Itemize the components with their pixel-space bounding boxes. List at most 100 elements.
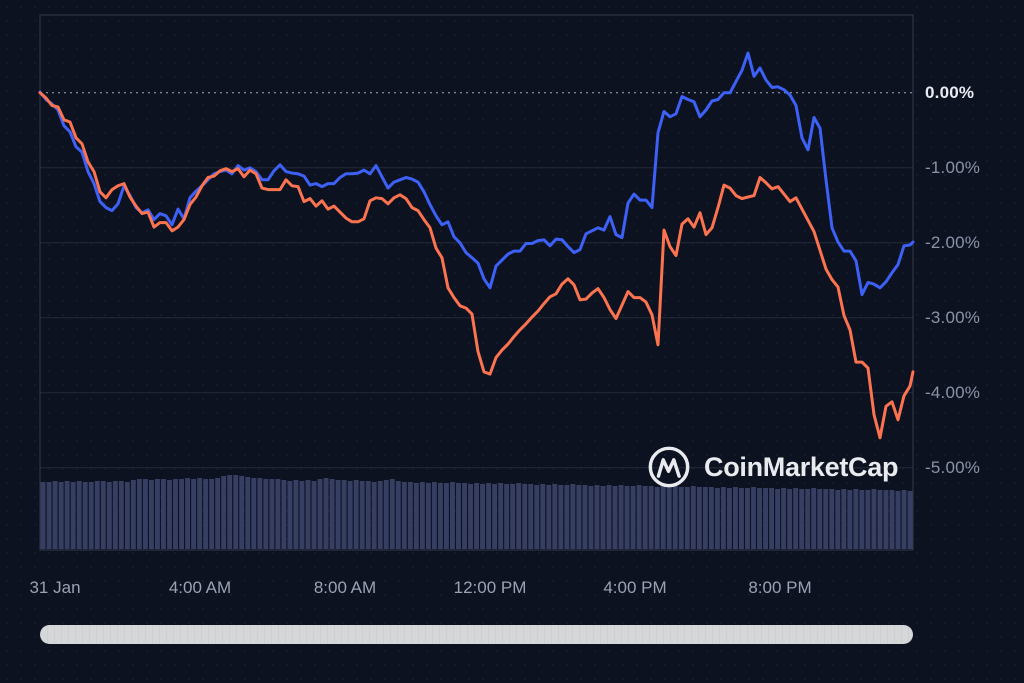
volume-bar — [558, 485, 564, 549]
volume-bar — [823, 489, 829, 549]
volume-bar — [46, 482, 52, 549]
volume-bar — [654, 487, 660, 549]
volume-bar — [191, 479, 197, 549]
volume-bar — [227, 475, 233, 549]
volume-bar — [672, 486, 678, 549]
volume-bar — [341, 480, 347, 549]
timeline-scrollbar[interactable] — [40, 625, 913, 644]
volume-bar — [130, 480, 136, 549]
volume-bar — [720, 487, 726, 549]
volume-bar — [781, 488, 787, 549]
volume-bar — [684, 487, 690, 549]
volume-bar — [112, 481, 118, 549]
volume-bar — [630, 486, 636, 549]
x-axis-label-5: 8:00 PM — [748, 578, 812, 597]
volume-bar — [907, 491, 913, 549]
volume-bar — [323, 478, 329, 549]
volume-bar — [167, 480, 172, 549]
volume-bar — [377, 481, 383, 549]
volume-bar — [540, 484, 546, 549]
volume-bar — [714, 488, 720, 549]
volume-bar — [901, 490, 907, 549]
volume-bar — [835, 490, 841, 549]
volume-bar — [443, 483, 449, 549]
volume-bar — [239, 476, 245, 549]
volume-bar — [185, 478, 191, 549]
volume-bar — [395, 481, 401, 549]
volume-bar — [335, 480, 341, 549]
volume-bar — [817, 489, 823, 549]
volume-bar — [197, 478, 203, 549]
volume-bar — [456, 483, 461, 549]
volume-bar — [281, 480, 287, 549]
volume-bar — [787, 489, 793, 549]
volume-bar — [492, 484, 498, 549]
volume-bar — [407, 482, 413, 549]
volume-bar — [841, 489, 847, 549]
volume-bar — [209, 479, 215, 549]
volume-bar — [148, 480, 154, 549]
volume-bar — [437, 483, 443, 549]
volume-bar — [474, 483, 480, 549]
volume-bar — [546, 485, 552, 549]
volume-bar — [317, 479, 323, 549]
volume-bar — [696, 487, 702, 549]
volume-bar — [612, 486, 618, 549]
y-axis-label-2: -2.00% — [925, 233, 981, 252]
x-axis-label-1: 4:00 AM — [168, 578, 232, 597]
volume-bar — [534, 485, 540, 549]
volume-bar — [516, 483, 522, 549]
volume-bar — [751, 487, 756, 549]
volume-bar — [353, 480, 359, 549]
volume-bar — [100, 481, 106, 549]
volume-bar — [173, 479, 178, 549]
series-orange-line[interactable] — [38, 91, 915, 440]
volume-bar — [678, 487, 684, 549]
volume-bar — [865, 490, 871, 549]
volume-bar — [76, 481, 82, 549]
volume-bar — [329, 479, 335, 549]
volume-bar — [94, 481, 100, 549]
coinmarketcap-logo-icon — [648, 446, 690, 488]
x-axis-label-2: 8:00 AM — [313, 578, 377, 597]
volume-bar — [389, 479, 395, 549]
volume-bar — [179, 479, 184, 549]
volume-bar — [215, 478, 221, 549]
volume-bar — [154, 479, 160, 549]
volume-bar — [462, 483, 467, 549]
watermark-text: CoinMarketCap — [704, 452, 899, 482]
volume-bar — [648, 486, 654, 549]
volume-bar — [769, 488, 775, 549]
volume-bar — [726, 488, 732, 549]
volume-bar — [690, 486, 696, 549]
volume-bar — [666, 487, 672, 549]
volume-bar — [136, 479, 142, 549]
volume-bar — [793, 488, 799, 549]
volume-bar — [425, 483, 431, 549]
volume-bar — [221, 476, 227, 549]
volume-bar — [510, 484, 516, 549]
volume-bar — [371, 482, 377, 549]
volume-bar — [401, 482, 407, 549]
volume-bar — [233, 475, 239, 549]
volume-bar — [161, 479, 166, 549]
volume-bar — [269, 479, 275, 549]
volume-bar — [468, 484, 473, 549]
volume-bar — [606, 485, 612, 549]
volume-bar — [245, 477, 251, 549]
y-axis-label-0: 0.00% — [925, 83, 975, 102]
volume-bar — [829, 489, 835, 549]
volume-bar — [805, 489, 811, 549]
volume-bar — [257, 478, 263, 549]
volume-bar — [311, 481, 317, 549]
volume-bar — [636, 485, 642, 549]
volume-bar — [883, 490, 889, 549]
volume-bar — [142, 479, 148, 549]
series-blue-line[interactable] — [38, 51, 915, 297]
volume-bar — [600, 486, 606, 549]
volume-bar — [347, 481, 353, 549]
volume-bar — [859, 490, 865, 549]
volume-bar — [504, 484, 510, 549]
volume-bar — [40, 482, 46, 549]
